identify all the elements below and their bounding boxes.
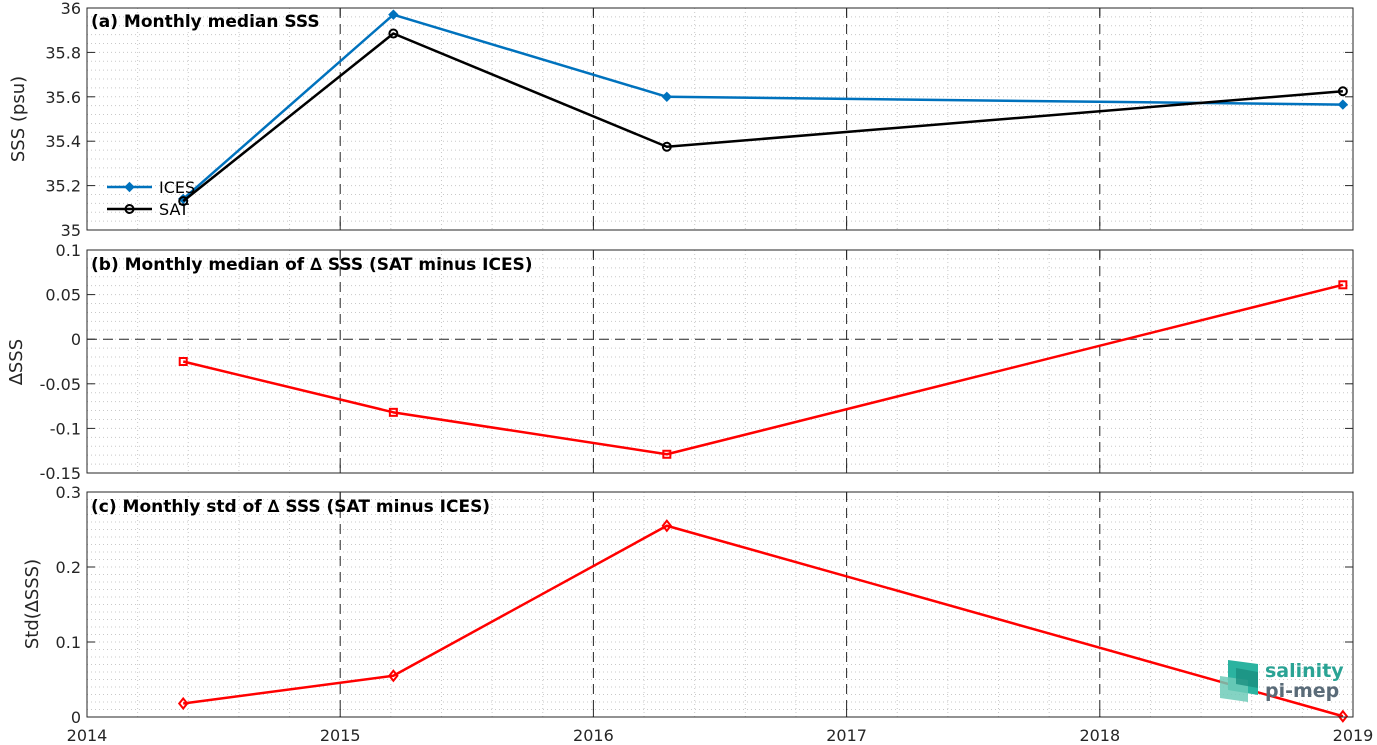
x-axis-ticks: 2014 2015 2016 2017 2018 2019: [67, 726, 1374, 745]
x-tick-label: 2018: [1079, 726, 1120, 745]
panel-a-title: (a) Monthly median SSS: [91, 12, 320, 32]
legend-sat-marker: [124, 204, 135, 214]
logo-emblem-icon: [1220, 660, 1258, 702]
y-tick-label: 0.1: [56, 241, 81, 260]
panel-a-y-ticks: 35 35.2 35.4 35.6 35.8 36: [45, 0, 1354, 240]
logo-line-2: pi-mep: [1265, 680, 1339, 702]
data-point-marker: [388, 669, 399, 683]
panel-b-ylabel: ∆SSS: [6, 339, 27, 386]
y-tick-label: 35.2: [45, 177, 81, 196]
data-point-marker: [661, 519, 673, 533]
panel-c: 0 0.1 0.2 0.3 (c) Monthly std of ∆ SSS (SAT…: [22, 483, 1354, 727]
data-point-marker: [662, 449, 672, 459]
series-line-delta: [183, 524, 1344, 718]
panel-b-y-ticks: -0.15 -0.1 -0.05 0 0.05 0.1: [40, 241, 1354, 483]
panel-a-axes-box: [86, 7, 1354, 231]
panel-c-series: [177, 519, 1349, 723]
legend: ICES SAT: [107, 178, 195, 219]
legend-sat-label: SAT: [159, 200, 189, 219]
data-point-marker: [177, 696, 189, 711]
data-point-marker: [1337, 99, 1349, 110]
series-line-ices: [182, 13, 1343, 200]
panel-a-background: [87, 8, 1353, 230]
data-point-marker: [388, 407, 398, 417]
data-point-marker: [1337, 709, 1349, 723]
y-tick-label: 0: [71, 708, 81, 727]
y-tick-label: 35.8: [45, 43, 81, 62]
y-tick-label: -0.1: [50, 419, 81, 438]
logo-line-1: salinity: [1265, 660, 1344, 682]
y-tick-label: 0.3: [56, 483, 81, 502]
series-line-sat: [182, 32, 1343, 203]
data-point-marker: [388, 28, 399, 39]
data-point-marker: [178, 196, 189, 207]
legend-ices-marker: [124, 181, 135, 193]
y-tick-label: -0.15: [40, 464, 81, 483]
data-point-marker: [1338, 280, 1348, 290]
y-tick-label: 0.05: [45, 286, 81, 305]
panel-a: 35 35.2 35.4 35.6 35.8 36 (a) Monthly median …: [8, 0, 1354, 240]
panel-b-axes-box: [86, 249, 1354, 474]
x-tick-label: 2017: [826, 726, 867, 745]
data-point-marker: [661, 91, 673, 103]
panel-c-y-ticks: 0 0.1 0.2 0.3: [56, 483, 1354, 727]
y-tick-label: 0.1: [56, 633, 81, 652]
x-tick-label: 2019: [1333, 726, 1374, 745]
data-point-marker: [388, 9, 399, 20]
panel-c-axes-box: [86, 491, 1354, 718]
y-tick-label: 0: [71, 330, 81, 349]
series-line-delta: [182, 283, 1344, 456]
panel-a-ylabel: SSS (psu): [8, 76, 29, 162]
y-tick-label: -0.05: [40, 375, 81, 394]
data-point-marker: [661, 141, 672, 152]
y-tick-label: 35.4: [45, 132, 81, 151]
x-tick-label: 2015: [320, 726, 361, 745]
panel-c-ylabel: Std(∆SSS): [22, 559, 43, 649]
panel-a-series: [178, 9, 1349, 207]
y-tick-label: 36: [61, 0, 81, 18]
panel-c-title: (c) Monthly std of ∆ SSS (SAT minus ICES…: [91, 497, 490, 517]
panel-b: -0.15 -0.1 -0.05 0 0.05 0.1 (b) Monthly media…: [6, 241, 1354, 483]
panel-c-grid: [87, 492, 1353, 717]
legend-ices-label: ICES: [159, 178, 195, 197]
x-tick-label: 2014: [67, 726, 108, 745]
panel-b-background: [87, 250, 1353, 473]
data-point-marker: [178, 357, 188, 366]
panel-b-title: (b) Monthly median of ∆ SSS (SAT minus I…: [91, 255, 533, 275]
x-tick-label: 2016: [573, 726, 614, 745]
data-point-marker: [1337, 86, 1348, 97]
y-tick-label: 35.6: [45, 88, 81, 107]
salinity-pi-mep-logo: salinity pi-mep: [1220, 660, 1344, 702]
y-tick-label: 35: [61, 221, 81, 240]
panel-b-series: [178, 280, 1348, 459]
y-tick-label: 0.2: [56, 558, 81, 577]
